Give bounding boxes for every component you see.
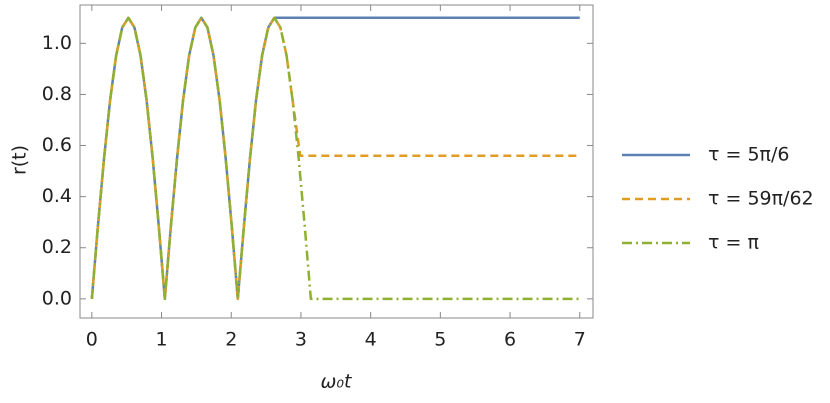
x-tick-label: 7 [574, 329, 586, 351]
series-line [90, 16, 580, 301]
y-tick-label: 0.4 [42, 185, 72, 207]
x-tick-label: 2 [225, 329, 237, 351]
x-tick-label: 6 [504, 329, 516, 351]
x-axis-label: ω₀t [321, 371, 354, 393]
x-tick-label: 4 [365, 329, 377, 351]
legend-label: τ = π [708, 232, 759, 254]
series-line [90, 16, 580, 301]
y-tick-label: 0.8 [42, 83, 72, 105]
legend-label: τ = 5π/6 [708, 144, 789, 166]
x-tick-label: 5 [434, 329, 446, 351]
y-tick-label: 0.6 [42, 134, 72, 156]
x-tick-label: 3 [295, 329, 307, 351]
y-tick-label: 0.0 [42, 287, 72, 309]
x-tick-label: 0 [86, 329, 98, 351]
plot-frame [79, 4, 594, 319]
legend-label: τ = 59π/62 [708, 188, 814, 210]
x-tick-label: 1 [156, 329, 168, 351]
y-tick-label: 0.2 [42, 236, 72, 258]
y-axis-label: r(t) [9, 145, 31, 175]
y-tick-label: 1.0 [42, 32, 72, 54]
series-line [90, 16, 580, 301]
